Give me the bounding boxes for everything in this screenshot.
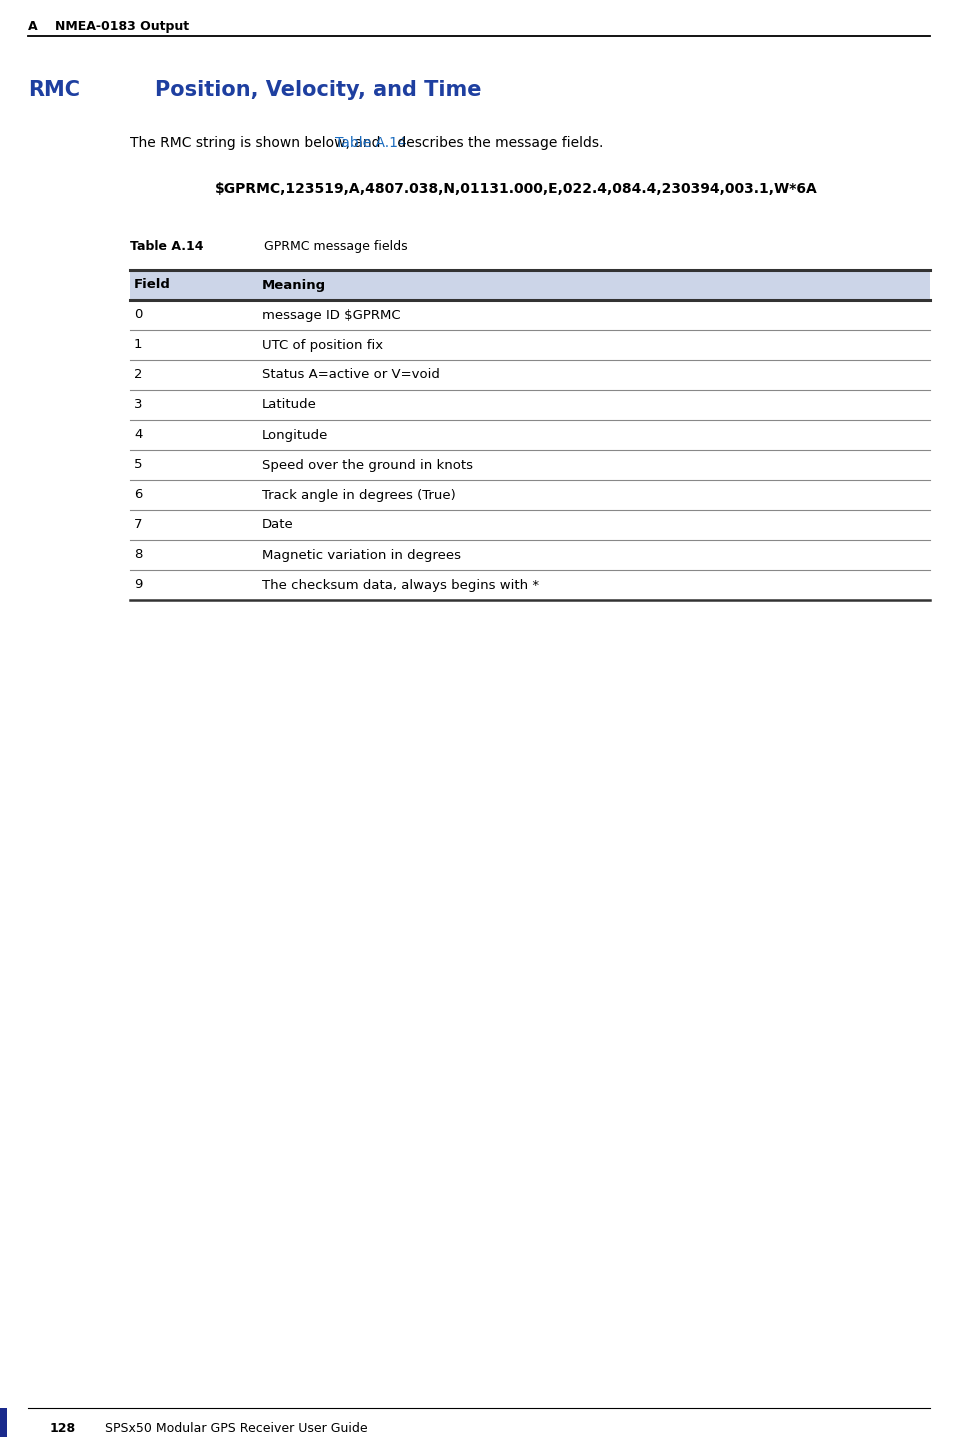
Text: UTC of position fix: UTC of position fix — [262, 339, 383, 352]
Text: GPRMC message fields: GPRMC message fields — [248, 240, 407, 253]
Text: 3: 3 — [134, 398, 143, 411]
Text: describes the message fields.: describes the message fields. — [394, 137, 604, 149]
Bar — [130, 270, 930, 300]
Text: 9: 9 — [134, 579, 142, 592]
Text: SPSx50 Modular GPS Receiver User Guide: SPSx50 Modular GPS Receiver User Guide — [105, 1423, 367, 1436]
Text: 8: 8 — [134, 549, 142, 562]
Text: Longitude: Longitude — [262, 428, 329, 441]
Text: A: A — [28, 20, 38, 33]
Text: Latitude: Latitude — [262, 398, 317, 411]
Text: 0: 0 — [134, 309, 142, 322]
Text: 2: 2 — [134, 368, 143, 381]
Text: Meaning: Meaning — [262, 279, 327, 292]
Text: Magnetic variation in degrees: Magnetic variation in degrees — [262, 549, 461, 562]
Text: NMEA-0183 Output: NMEA-0183 Output — [55, 20, 190, 33]
Text: $GPRMC,123519,A,4807.038,N,01131.000,E,022.4,084.4,230394,003.1,W*6A: $GPRMC,123519,A,4807.038,N,01131.000,E,0… — [215, 182, 817, 195]
Text: 128: 128 — [50, 1423, 76, 1436]
Text: Field: Field — [134, 279, 171, 292]
Text: Speed over the ground in knots: Speed over the ground in knots — [262, 458, 473, 471]
Text: 7: 7 — [134, 519, 143, 532]
Text: Table A.14: Table A.14 — [130, 240, 203, 253]
Text: Date: Date — [262, 519, 294, 532]
Text: The checksum data, always begins with *: The checksum data, always begins with * — [262, 579, 539, 592]
Text: 4: 4 — [134, 428, 142, 441]
Text: 6: 6 — [134, 489, 142, 502]
Text: 5: 5 — [134, 458, 143, 471]
Text: 1: 1 — [134, 339, 143, 352]
Bar — [0, 1408, 7, 1437]
Text: message ID $GPRMC: message ID $GPRMC — [262, 309, 400, 322]
Text: The RMC string is shown below, and: The RMC string is shown below, and — [130, 137, 385, 149]
Text: Position, Velocity, and Time: Position, Velocity, and Time — [155, 80, 481, 101]
Text: RMC: RMC — [28, 80, 80, 101]
Text: Table A.14: Table A.14 — [334, 137, 406, 149]
Text: Track angle in degrees (True): Track angle in degrees (True) — [262, 489, 456, 502]
Text: Status A=active or V=void: Status A=active or V=void — [262, 368, 440, 381]
